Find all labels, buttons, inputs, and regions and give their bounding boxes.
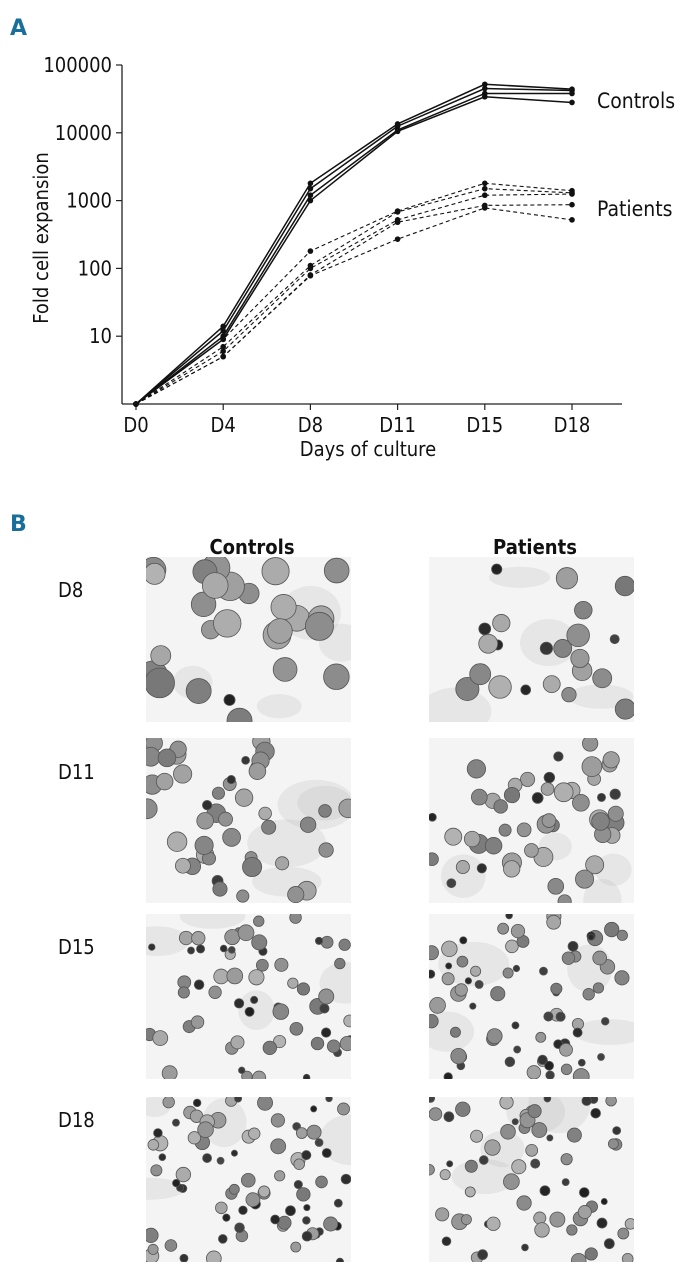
- y-tick-label: 10: [89, 324, 112, 348]
- data-point: [220, 348, 226, 355]
- y-axis-label: Fold cell expansion: [29, 152, 53, 323]
- micrograph-patients-d15: [429, 914, 634, 1079]
- y-tick-label: 10000: [55, 121, 112, 145]
- series-line-9: [135, 207, 573, 405]
- patients-group-label: Patients: [597, 197, 673, 221]
- panel-b-label: B: [10, 512, 27, 537]
- data-point: [569, 217, 575, 223]
- x-axis-label: Days of culture: [300, 437, 436, 461]
- micrograph-patients-d18: [429, 1097, 634, 1262]
- data-point: [307, 265, 314, 272]
- patients-column-header: Patients: [493, 535, 577, 559]
- row-label-d15: D15: [58, 935, 95, 959]
- x-tick-label: D0: [123, 413, 148, 437]
- line-chart: 10 100 1000 10000 100000 D0 D4 D8 D11 D15 D18 Days …: [29, 53, 675, 461]
- data-point: [220, 328, 226, 334]
- row-label-d11: D11: [58, 760, 95, 784]
- data-point: [482, 93, 488, 100]
- data-point: [133, 401, 139, 407]
- data-point: [307, 185, 314, 192]
- data-point: [220, 336, 226, 343]
- data-point: [307, 180, 314, 187]
- data-point: [569, 99, 575, 106]
- data-point: [220, 343, 226, 350]
- data-point: [220, 353, 226, 360]
- series-line-5: [135, 182, 573, 405]
- series-line-8: [135, 204, 573, 405]
- series-line-1: [135, 83, 573, 405]
- row-label-d18: D18: [58, 1108, 95, 1132]
- controls-group-label: Controls: [597, 89, 675, 113]
- controls-column-header: Controls: [209, 535, 295, 559]
- y-tick-label: 100000: [43, 53, 112, 77]
- data-point: [482, 85, 488, 92]
- data-point: [307, 272, 314, 279]
- data-point: [307, 192, 314, 199]
- data-point: [482, 205, 488, 211]
- micrograph-patients-d11: [429, 738, 634, 903]
- data-point: [394, 219, 401, 226]
- y-tick-label: 1000: [66, 189, 112, 213]
- row-label-d8: D8: [58, 578, 84, 602]
- series-line-3: [135, 92, 572, 405]
- y-tick-label: 100: [78, 256, 112, 280]
- data-point: [307, 248, 314, 254]
- x-tick-label: D4: [211, 413, 236, 437]
- micrograph-controls-d15: [146, 914, 351, 1079]
- data-point: [394, 236, 401, 242]
- data-point: [394, 128, 401, 135]
- x-tick-label: D18: [554, 413, 591, 437]
- data-point: [569, 201, 575, 208]
- series-line-4: [135, 96, 573, 405]
- data-point: [394, 209, 401, 215]
- panel-a-label: A: [10, 16, 28, 41]
- micrograph-controls-d11: [146, 738, 351, 903]
- series-line-2: [135, 87, 573, 405]
- micrograph-patients-d8: [429, 557, 634, 722]
- data-point: [569, 191, 575, 197]
- micrograph-controls-d8: [146, 557, 351, 722]
- data-point: [482, 192, 488, 199]
- x-tick-label: D8: [298, 413, 323, 437]
- micrograph-controls-d18: [146, 1097, 351, 1262]
- series-line-7: [135, 193, 573, 405]
- series-line-6: [135, 188, 573, 405]
- data-point: [482, 185, 488, 192]
- data-point: [482, 81, 488, 88]
- x-tick-label: D15: [466, 413, 503, 437]
- data-point: [569, 90, 575, 97]
- data-point: [482, 180, 488, 187]
- data-point: [307, 197, 314, 204]
- x-tick-label: D11: [379, 413, 416, 437]
